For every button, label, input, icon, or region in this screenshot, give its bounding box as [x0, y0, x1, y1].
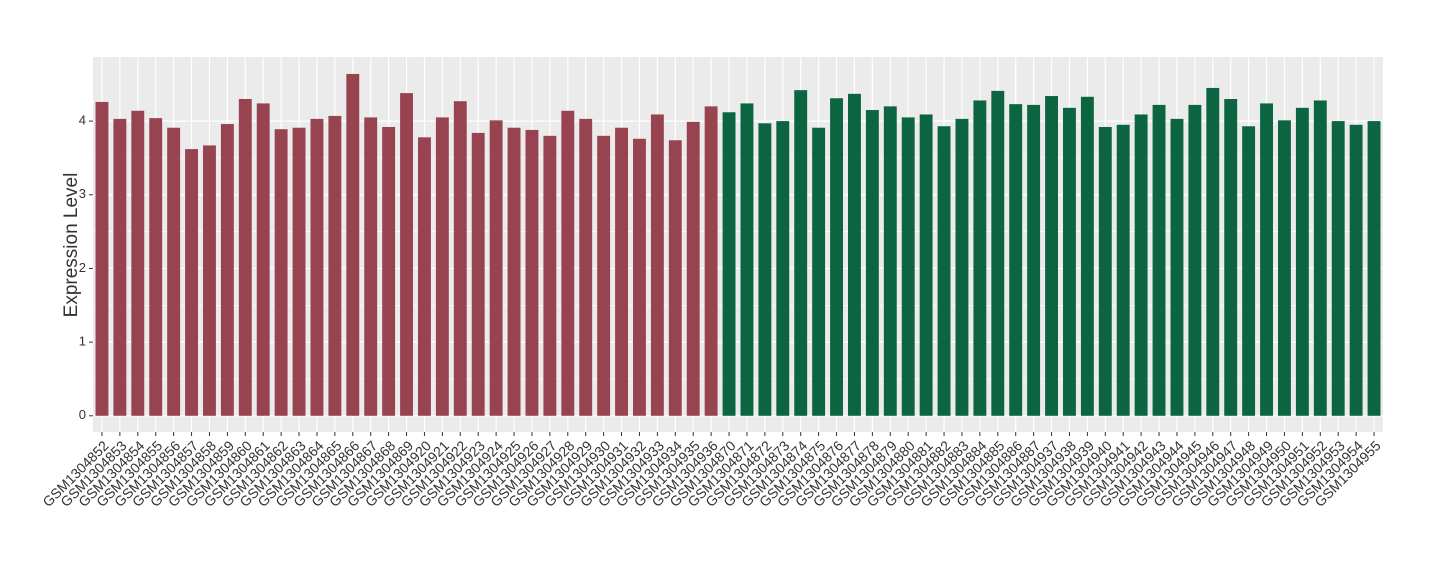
bar — [704, 106, 718, 416]
bar — [131, 110, 145, 416]
bar — [1206, 87, 1220, 416]
bar — [883, 106, 897, 416]
y-axis-label: Expression Level — [61, 173, 82, 318]
bar — [346, 73, 360, 416]
bar — [991, 90, 1005, 416]
bar — [1134, 114, 1148, 416]
y-tick-label: 2 — [79, 260, 86, 275]
bar — [1009, 104, 1023, 416]
plot-background — [93, 57, 1383, 432]
bar — [1224, 98, 1238, 416]
bar — [310, 118, 324, 416]
bar — [740, 103, 754, 416]
bar — [650, 114, 664, 416]
bar — [1080, 96, 1094, 416]
bar — [418, 137, 431, 416]
bar — [328, 115, 342, 416]
bar — [167, 127, 181, 416]
bar — [1367, 121, 1381, 416]
bar — [149, 118, 163, 416]
bar — [382, 126, 396, 416]
bar — [1152, 104, 1166, 416]
bar — [1063, 107, 1076, 416]
bar — [686, 121, 700, 416]
bar — [1313, 100, 1327, 416]
bar — [561, 110, 575, 416]
bar — [1242, 126, 1256, 416]
bar — [579, 118, 593, 416]
bar — [1349, 124, 1363, 416]
bar — [1188, 104, 1202, 416]
bar — [812, 127, 826, 416]
bar — [794, 90, 808, 416]
bar — [400, 93, 413, 416]
bar — [597, 135, 611, 416]
bar — [185, 149, 198, 416]
bar — [471, 132, 485, 416]
bar — [776, 121, 790, 416]
bar — [203, 145, 216, 416]
bar — [919, 114, 933, 416]
bar — [113, 118, 127, 416]
bar — [489, 120, 503, 416]
bar — [848, 93, 861, 416]
bar — [758, 123, 772, 416]
bar — [364, 117, 378, 416]
bar — [453, 101, 467, 416]
bar — [1260, 103, 1273, 416]
bar — [256, 103, 270, 416]
bar — [1295, 107, 1309, 416]
bar — [633, 138, 646, 416]
bar — [1331, 121, 1345, 416]
y-tick-label: 3 — [79, 186, 86, 201]
bar — [292, 127, 306, 416]
bar — [220, 124, 234, 416]
bar — [1116, 124, 1130, 416]
bar — [615, 127, 628, 416]
bar — [955, 118, 969, 416]
bar — [525, 129, 539, 416]
bar — [901, 117, 915, 416]
bar — [668, 140, 682, 416]
bar — [1170, 118, 1184, 416]
bar — [95, 101, 109, 416]
bar — [507, 127, 521, 416]
bar — [937, 126, 951, 416]
bar — [865, 110, 879, 416]
bar — [543, 135, 557, 416]
y-tick-label: 1 — [79, 334, 86, 349]
bar — [722, 112, 736, 416]
bar — [1098, 126, 1112, 416]
bar — [1278, 120, 1291, 416]
bar — [1045, 96, 1058, 416]
bar — [830, 98, 843, 416]
y-tick-label: 0 — [79, 407, 86, 422]
bar — [274, 129, 288, 416]
bar — [238, 98, 252, 416]
bar — [435, 117, 449, 416]
y-tick-label: 4 — [79, 113, 86, 128]
bar — [973, 100, 987, 416]
bar — [1027, 104, 1041, 416]
